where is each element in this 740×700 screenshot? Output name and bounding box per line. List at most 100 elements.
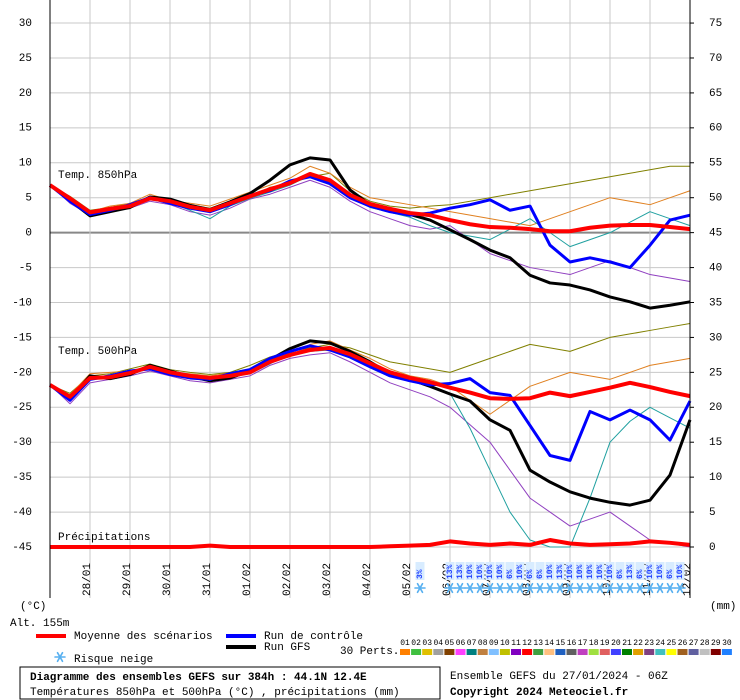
pert-swatch	[499, 649, 510, 655]
line	[48, 171, 691, 234]
run-info: Ensemble GEFS du 27/01/2024 - 06Z	[450, 671, 668, 683]
footer-box	[19, 666, 441, 700]
y2-tick-label: 5	[709, 507, 716, 519]
snow-risk-box	[575, 562, 585, 580]
snow-risk-box	[555, 562, 565, 580]
footer-title: Diagramme des ensembles GEFS sur 384h : …	[30, 672, 367, 684]
altitude: Alt. 155m	[10, 618, 70, 630]
snow-risk-label: 13%	[626, 564, 635, 579]
snow-risk-label: 10%	[586, 564, 595, 579]
legend-label: Moyenne des scénarios	[74, 631, 213, 643]
y-tick-label: -10	[12, 297, 32, 309]
x-tick-label: 28/01	[82, 563, 94, 596]
snow-risk-box	[535, 562, 545, 580]
precip-label: Précipitations	[58, 532, 150, 544]
pert-number: 09	[489, 639, 499, 648]
pert-swatch	[511, 649, 521, 655]
pert-number: 10	[500, 639, 510, 648]
snow-risk-box	[625, 562, 635, 580]
snow-risk-label: 10%	[596, 564, 605, 579]
y-tick-label: -15	[12, 332, 32, 344]
y2-tick-label: 40	[709, 262, 722, 274]
y-tick-label: 15	[19, 123, 32, 135]
snow-risk-label: 10%	[486, 564, 495, 579]
pert-number: 18	[589, 639, 599, 648]
legend-label: Run de contrôle	[264, 631, 363, 643]
line	[50, 538, 691, 550]
pert-swatch	[566, 649, 577, 655]
legend: Moyenne des scénarios Run de contrôle Ru…	[36, 631, 399, 666]
x-tick-label: 02/02	[282, 563, 294, 596]
y2-tick-label: 65	[709, 88, 722, 100]
y-tick-label: 20	[19, 88, 32, 100]
pert-swatch	[411, 649, 422, 655]
snow-risk-label: 10%	[516, 564, 525, 579]
y-tick-label: -40	[12, 507, 32, 519]
t850-label: Temp. 850hPa	[58, 170, 138, 182]
line	[48, 345, 691, 401]
pert-number: 04	[433, 639, 443, 648]
pert-number: 22	[633, 639, 643, 648]
y-tick-label: 10	[19, 158, 32, 170]
line	[49, 344, 692, 462]
y2-tick-label: 60	[709, 123, 722, 135]
snow-risk-label: 13%	[556, 564, 565, 579]
pert-swatch	[400, 649, 410, 655]
y-tick-label: 0	[25, 228, 32, 240]
snow-risk-label: 6%	[666, 569, 675, 579]
snow-risk-box	[565, 562, 575, 580]
y2-tick-label: 25	[709, 367, 722, 379]
snow-risk-box	[675, 562, 685, 580]
line	[49, 179, 691, 283]
pert-number: 16	[567, 639, 577, 648]
footer-subtitle: Températures 850hPa et 500hPa (°C) , pré…	[30, 687, 400, 699]
snow-risk-label: 3%	[416, 569, 425, 579]
snow-risk-label: 10%	[466, 564, 475, 579]
pert-swatch	[677, 649, 688, 655]
pert-number: 20	[611, 639, 621, 648]
y-tick-label: -20	[12, 367, 32, 379]
snow-risk-box	[545, 562, 555, 580]
pert-swatch	[455, 649, 466, 655]
pert-swatch	[577, 649, 588, 655]
pert-swatch	[644, 649, 655, 655]
y2-axis-label: (mm)	[710, 601, 736, 613]
snow-risk-box	[585, 562, 595, 580]
snow-risk-label: 13%	[446, 564, 455, 579]
x-tick-label: 31/01	[202, 563, 214, 596]
pert-swatch	[444, 649, 455, 655]
pert-number: 19	[600, 639, 610, 648]
y2-tick-label: 35	[709, 297, 722, 309]
pert-number: 06	[456, 639, 466, 648]
y-tick-label: -5	[19, 262, 32, 274]
snow-risk-label: 10%	[476, 564, 485, 579]
pert-swatch	[655, 649, 666, 655]
pert-swatch	[599, 649, 610, 655]
pert-swatch	[422, 649, 433, 655]
snow-risk-box	[665, 562, 675, 580]
snow-risk-box	[595, 562, 605, 580]
y2-tick-label: 55	[709, 158, 722, 170]
snow-risk-label: 13%	[456, 564, 465, 579]
y2-tick-label: 10	[709, 472, 722, 484]
pert-number: 03	[422, 639, 432, 648]
x-tick-label: 01/02	[242, 563, 254, 596]
pert-number: 01	[400, 639, 410, 648]
snow-risk-box	[655, 562, 665, 580]
y-tick-label: 25	[19, 53, 32, 65]
pert-number: 24	[655, 639, 665, 648]
y-axis-label: (°C)	[20, 601, 46, 613]
pert-number: 28	[700, 639, 710, 648]
snow-risk-label: 10%	[576, 564, 585, 579]
pert-number: 21	[622, 639, 632, 648]
snow-risk-box	[615, 562, 625, 580]
pert-swatch	[544, 649, 555, 655]
pert-number: 14	[544, 639, 554, 648]
pert-swatch	[610, 649, 621, 655]
snow-risk-box	[645, 562, 655, 580]
snow-risk-label: 10%	[676, 564, 685, 579]
y2-tick-label: 20	[709, 402, 722, 414]
pert-swatch	[666, 649, 677, 655]
pert-swatch	[688, 649, 699, 655]
y2-tick-label: 70	[709, 53, 722, 65]
